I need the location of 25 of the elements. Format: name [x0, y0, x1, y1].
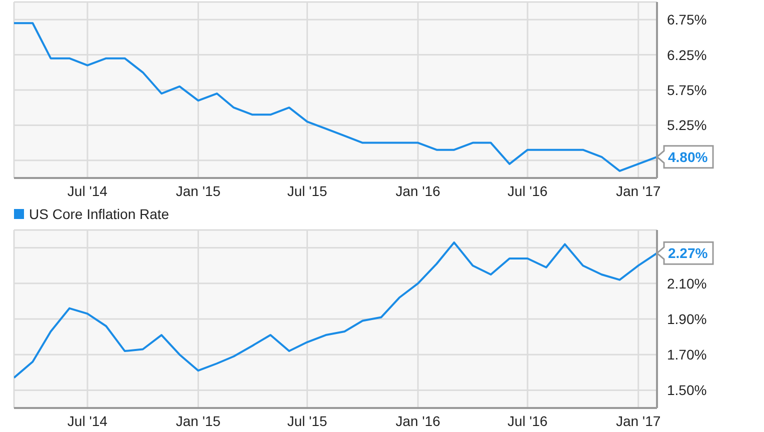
- y-tick-label: 1.50%: [667, 382, 707, 398]
- x-tick-label: Jul '15: [287, 182, 328, 199]
- x-tick-label: Jan '17: [616, 412, 661, 429]
- data-label: 2.27%: [668, 245, 708, 262]
- x-tick-label: Jan '17: [616, 182, 661, 199]
- y-tick-label: 6.75%: [667, 12, 707, 28]
- x-tick-label: Jul '14: [67, 412, 108, 429]
- y-tick-label: 5.25%: [667, 117, 707, 134]
- x-tick-label: Jan '15: [176, 182, 221, 199]
- x-tick-label: Jan '16: [396, 412, 441, 429]
- data-label: 4.80%: [668, 148, 708, 165]
- y-tick-label: 5.75%: [667, 82, 707, 98]
- legend-label: US Core Inflation Rate: [28, 206, 170, 222]
- y-tick-label: 6.25%: [667, 46, 707, 63]
- line-series: [14, 22, 657, 172]
- x-tick-label: Jul '16: [508, 182, 548, 199]
- x-tick-label: Jul '14: [67, 182, 108, 199]
- y-tick-label: 2.10%: [667, 275, 707, 292]
- line-series: [14, 241, 657, 379]
- x-tick-label: Jul '16: [508, 412, 548, 429]
- y-tick-label: 1.90%: [667, 310, 707, 327]
- y-tick-label: 1.70%: [667, 346, 707, 363]
- x-tick-label: Jul '15: [287, 412, 328, 429]
- x-tick-label: Jan '16: [396, 182, 441, 199]
- x-tick-label: Jan '15: [176, 412, 221, 429]
